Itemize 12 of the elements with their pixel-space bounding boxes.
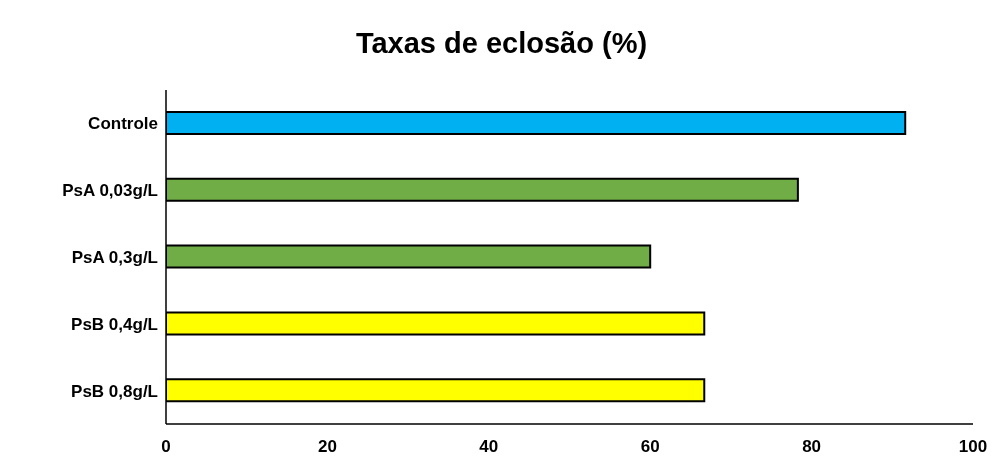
x-tick-label: 100 [958,437,988,457]
y-tick-label: PsA 0,3g/L [71,248,158,268]
x-tick-label: 40 [479,437,499,457]
x-tick-label: 80 [802,437,822,457]
y-tick-label: PsB 0,4g/L [71,314,158,334]
chart-title: Taxas de eclosão (%) [354,26,649,61]
x-tick-label: 0 [161,437,171,457]
y-tick-label: PsA 0,03g/L [62,181,158,201]
x-tick-label: 60 [640,437,660,457]
y-tick-label: Controle [88,114,158,134]
y-tick-label: PsB 0,8g/L [71,381,158,401]
x-tick-label: 20 [317,437,337,457]
